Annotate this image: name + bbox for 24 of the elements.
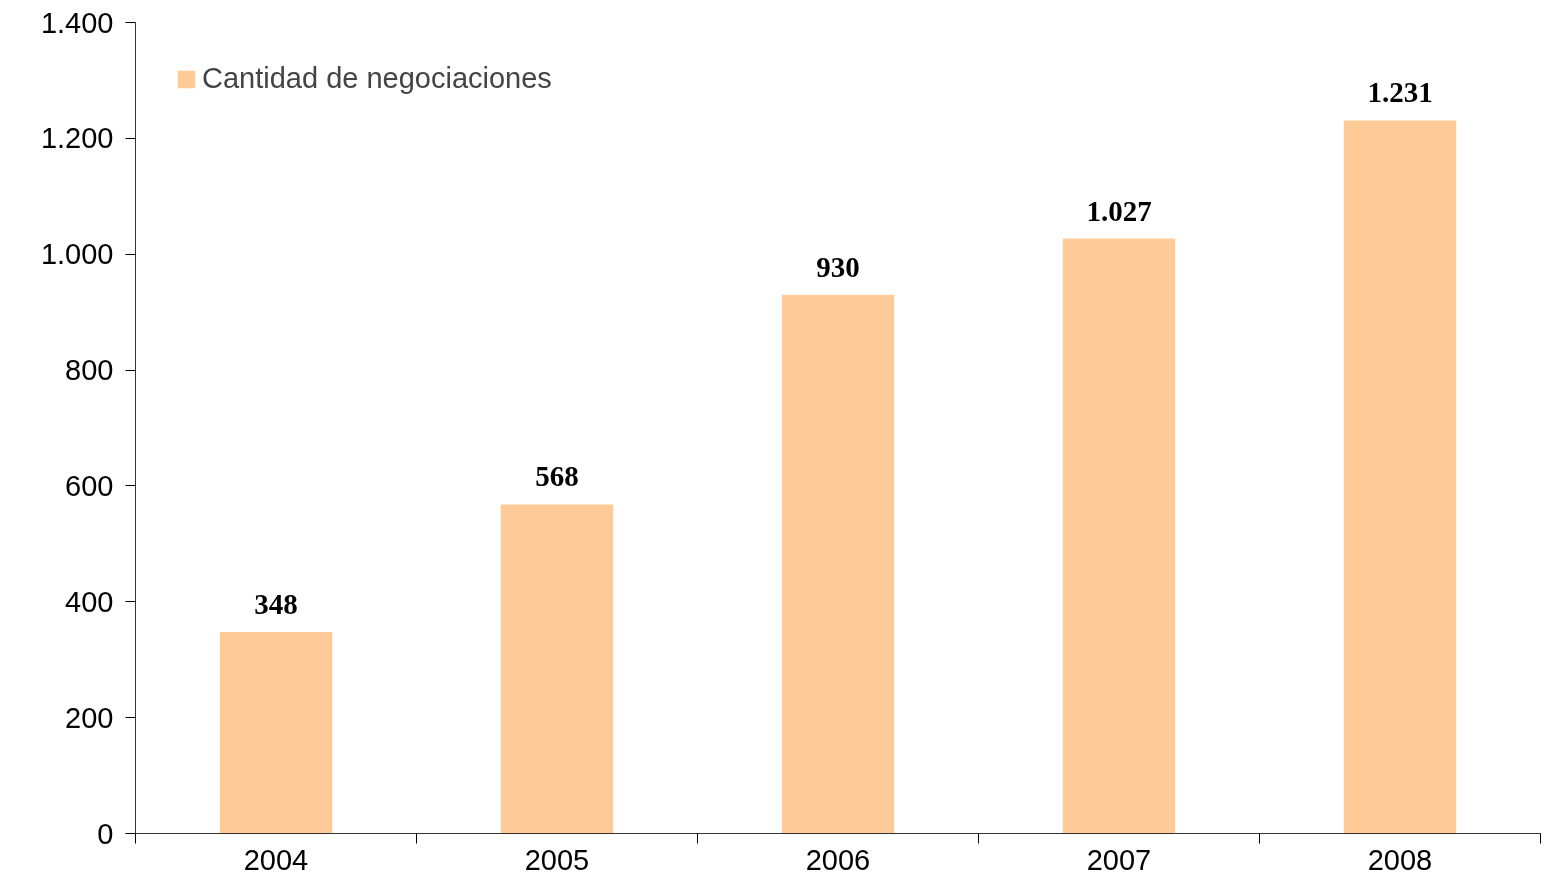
y-tick-label: 200 <box>65 701 114 734</box>
y-tick-label: 1.200 <box>40 122 114 155</box>
y-tick-label: 1.400 <box>40 6 114 39</box>
y-tick-label: 600 <box>65 469 114 502</box>
x-tick-label: 2007 <box>1086 843 1152 876</box>
data-label: 348 <box>254 587 298 620</box>
bar <box>219 631 333 834</box>
x-tick-label: 2005 <box>524 843 590 876</box>
y-tick-label: 1.000 <box>40 238 114 271</box>
legend-label: Cantidad de negociaciones <box>202 62 552 95</box>
bar <box>781 294 895 834</box>
y-tick-label: 800 <box>65 354 114 387</box>
y-tick-label: 400 <box>65 585 114 618</box>
data-label: 1.231 <box>1367 76 1433 109</box>
y-tick-label: 0 <box>97 817 114 850</box>
x-tick-label: 2008 <box>1367 843 1433 876</box>
bar <box>1062 238 1176 834</box>
x-tick-label: 2004 <box>243 843 309 876</box>
bar <box>1343 120 1457 834</box>
x-tick-label: 2006 <box>805 843 871 876</box>
bar <box>500 504 614 834</box>
data-label: 568 <box>535 460 579 493</box>
data-label: 930 <box>816 250 860 283</box>
data-label: 1.027 <box>1086 194 1152 227</box>
